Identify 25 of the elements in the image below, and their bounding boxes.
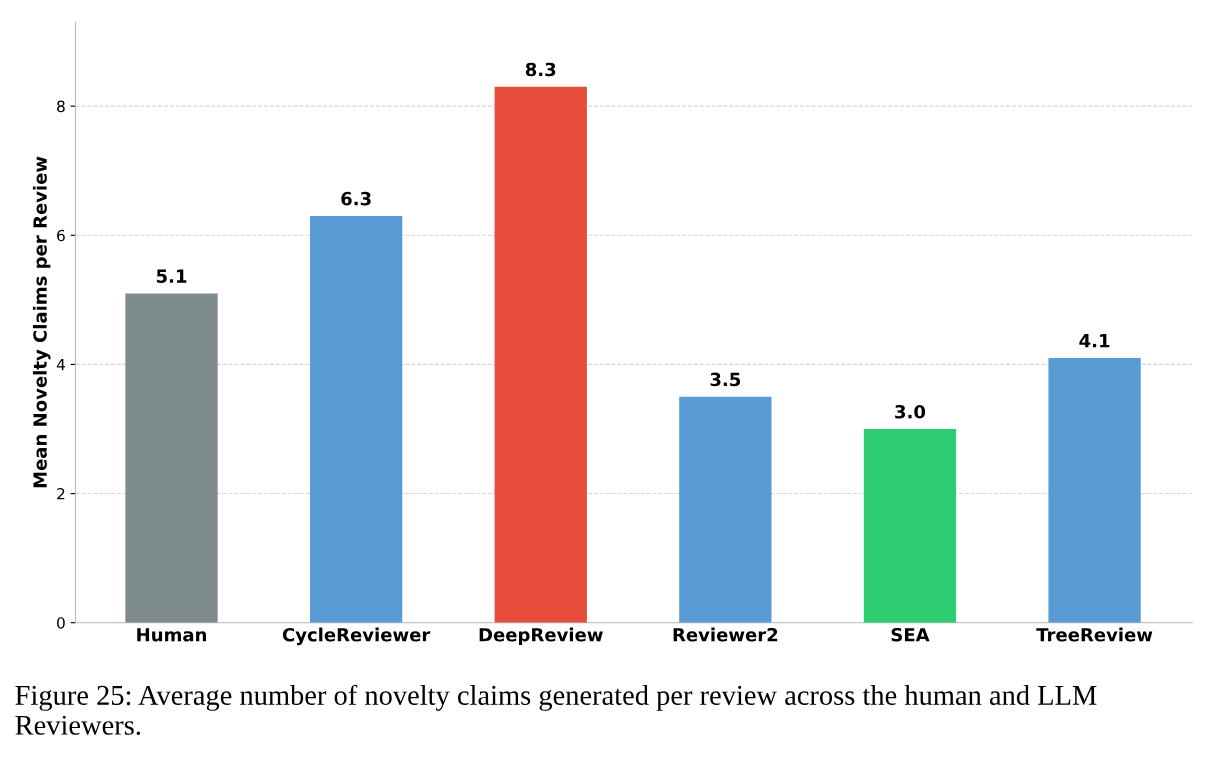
x-tick-label: Human [137,628,207,642]
bar [309,215,403,623]
data-label: 6.3 [341,191,371,206]
y-tick-label: 4 [56,359,65,371]
bar [863,428,957,623]
x-tick-label: DeepReview [479,627,603,646]
caption: Figure 25: Average number of novelty claims generated per review across the human and LLM Reviewers. [15,684,1097,735]
data-label: 3.0 [895,404,926,419]
bar [1048,357,1141,623]
data-label: 5.1 [156,269,187,283]
bar [125,293,218,623]
y-tick-label: 0 [57,617,65,629]
x-tick-label: Reviewer2 [673,627,778,642]
x-tick-label: CycleReviewer [282,627,431,646]
data-label: 3.5 [710,372,741,387]
x-tick-label: TreeReview [1036,627,1153,642]
bar [494,86,587,623]
data-label: 4.1 [1079,334,1110,348]
y-axis-title: Mean Novelty Claims per Review [32,156,51,488]
bar [679,396,772,623]
y-tick-label: 6 [57,229,65,242]
y-tick-label: 2 [57,488,65,500]
data-label: 8.3 [525,62,556,77]
x-tick-label: SEA [891,627,930,642]
y-tick-label: 8 [57,100,65,113]
